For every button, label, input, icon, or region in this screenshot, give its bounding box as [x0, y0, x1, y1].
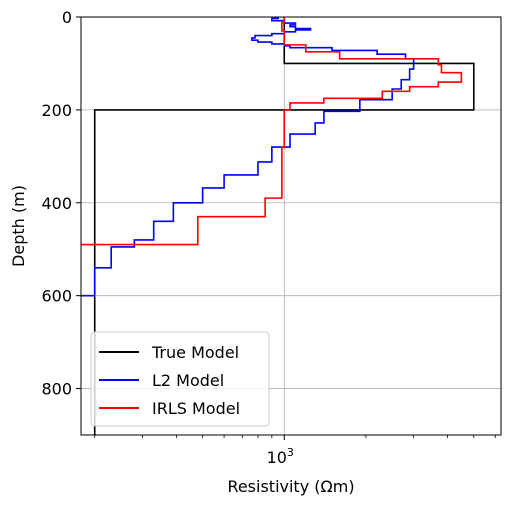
y-tick-label: 400 [41, 194, 72, 213]
true-model-line [93, 17, 475, 435]
y-tick-label: 0 [62, 8, 72, 27]
irls-model-line [81, 17, 463, 246]
legend-label-l2: L2 Model [152, 371, 224, 390]
y-tick-label: 800 [41, 380, 72, 399]
y-tick-label: 600 [41, 287, 72, 306]
y-axis-label: Depth (m) [9, 185, 28, 267]
axis-ticks: 0 200 400 600 800 103 [41, 8, 496, 467]
plot-frame [80, 16, 502, 436]
x-axis-label: Resistivity (Ωm) [227, 477, 354, 496]
l2-model-line [81, 17, 415, 297]
legend-box [90, 331, 270, 427]
legend-label-irls: IRLS Model [152, 399, 240, 418]
x-tick-label: 103 [267, 446, 294, 467]
legend-label-true: True Model [151, 343, 239, 362]
legend: True Model L2 Model IRLS Model [90, 331, 270, 427]
y-tick-label: 200 [41, 101, 72, 120]
series-lines [81, 17, 475, 435]
